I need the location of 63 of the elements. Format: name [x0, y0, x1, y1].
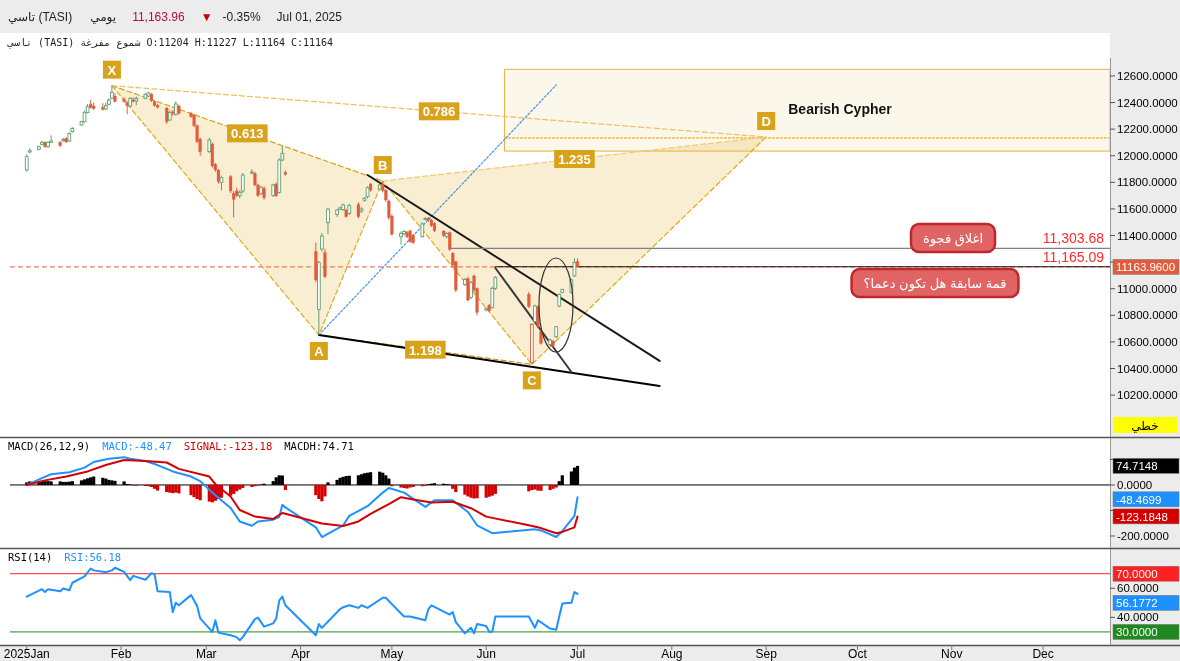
data-label: D: [761, 113, 771, 129]
annotation: قمة سابقة هل تكون دعما؟: [863, 276, 1007, 292]
data-label: C: [527, 373, 538, 389]
series-label: 11,303.68: [1042, 230, 1105, 247]
x-tick-label: Mar: [195, 647, 217, 661]
series-label: 1.235: [558, 152, 591, 167]
data-label: B: [378, 158, 388, 174]
series-label: SIGNAL:-123.18: [183, 440, 273, 452]
x-tick-label: Jun: [476, 647, 496, 661]
y-tick-label: 10600.0000: [1117, 335, 1178, 348]
annotation: Bearish Cypher: [788, 101, 893, 117]
text: ▼: [200, 10, 213, 24]
annotation: اغلاق فجوة: [923, 231, 983, 247]
x-tick-label: Apr: [291, 647, 310, 661]
text: MACDH:74.71: [284, 440, 354, 452]
text: -0.35%: [222, 10, 261, 24]
data-label: A: [314, 344, 325, 359]
y-tick-label: 10800.0000: [1117, 309, 1178, 322]
y-tick-label: 0.0000: [1117, 478, 1153, 491]
y-tick-label: 10200.0000: [1117, 389, 1178, 402]
text: خطي: [1131, 419, 1159, 433]
y-tick-label: 11000.0000: [1117, 282, 1177, 295]
series-label: 1.198: [409, 342, 442, 358]
chart-title: RSI(14): [8, 551, 53, 563]
text: 74.7148: [1116, 460, 1158, 473]
text: 11,163.96: [132, 10, 185, 24]
x-tick-label: Dec: [1032, 647, 1054, 661]
x-tick-label: May: [380, 647, 404, 661]
x-tick-label: Feb: [110, 647, 132, 661]
y-tick-label: 10400.0000: [1117, 362, 1178, 375]
chart-title: MACD(26,12,9): [8, 440, 91, 452]
y-tick-label: 12000.0000: [1117, 149, 1178, 162]
y-tick-label: 60.0000: [1117, 582, 1159, 595]
text: يومي: [90, 10, 117, 25]
text: 56.1772: [1116, 597, 1158, 610]
y-tick-label: 11400.0000: [1117, 229, 1177, 242]
text: -48.4699: [1116, 493, 1162, 506]
series-label: 0.613: [231, 126, 264, 142]
y-tick-label: 40.0000: [1117, 611, 1159, 624]
chart-subtitle: تاسي (TASI) شموع مفرغة O:11204 H:11227 L:11164 C:11164: [7, 37, 334, 49]
text: -123.1848: [1116, 510, 1168, 523]
data-label: X: [107, 62, 117, 78]
y-tick-label: 11800.0000: [1117, 176, 1177, 189]
x-tick-label: Aug: [661, 647, 683, 661]
x-tick-label: Sep: [755, 647, 778, 661]
y-tick-label: 12200.0000: [1117, 123, 1178, 136]
x-tick-label: 2025Jan: [3, 647, 50, 661]
series-label: 11,165.09: [1042, 248, 1105, 265]
series-label: 0.786: [422, 104, 456, 120]
y-tick-label: 11600.0000: [1117, 202, 1177, 215]
x-tick-label: Nov: [941, 647, 963, 661]
chart-title: تاسي (TASI): [8, 10, 73, 24]
series-label: RSI:56.18: [64, 551, 122, 563]
series-label: MACD:-48.47: [102, 440, 172, 452]
y-tick-label: -200.0000: [1117, 530, 1169, 542]
y-tick-label: 12400.0000: [1117, 96, 1178, 109]
x-tick-label: Jul: [569, 647, 586, 661]
ref-line-label: 30.0000: [1116, 626, 1158, 639]
text: Jul 01, 2025: [276, 10, 343, 24]
x-tick-label: Oct: [848, 647, 868, 661]
y-tick-label: 12600.0000: [1117, 69, 1178, 82]
ref-line-label: 11163.9600: [1116, 261, 1176, 274]
ref-line-label: 70.0000: [1116, 568, 1158, 581]
